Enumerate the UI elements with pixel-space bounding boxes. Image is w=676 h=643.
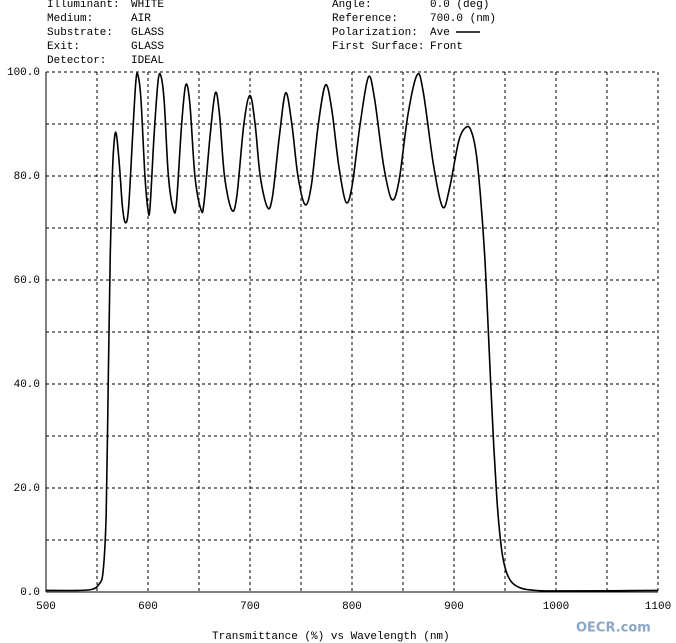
info-label: Substrate:: [47, 27, 113, 39]
data-line: [45, 72, 659, 592]
x-tick-label: 500: [36, 601, 56, 613]
x-tick-label: 800: [342, 601, 362, 613]
x-tick-label: 600: [138, 601, 158, 613]
info-value: IDEAL: [131, 55, 164, 67]
x-tick-label: 900: [444, 601, 464, 613]
x-tick-label: 700: [240, 601, 260, 613]
info-label: Reference:: [332, 13, 398, 25]
x-tick-label: 1100: [645, 601, 671, 613]
info-value: GLASS: [131, 41, 164, 53]
info-label: Exit:: [47, 41, 80, 53]
info-value: GLASS: [131, 27, 164, 39]
info-label: Polarization:: [332, 27, 418, 39]
legend-label: Ave: [430, 27, 450, 39]
info-value: Front: [430, 41, 463, 53]
y-tick-label: 20.0: [14, 483, 40, 495]
x-axis-title: Transmittance (%) vs Wavelength (nm): [212, 631, 450, 643]
y-tick-label: 0.0: [20, 587, 40, 599]
y-tick-label: 60.0: [14, 275, 40, 287]
info-label: Illuminant:: [47, 0, 120, 11]
info-label: Angle:: [332, 0, 372, 11]
info-label: Detector:: [47, 55, 106, 67]
y-tick-label: 80.0: [14, 171, 40, 183]
y-tick-label: 40.0: [14, 379, 40, 391]
info-label: Medium:: [47, 13, 93, 25]
info-value: WHITE: [131, 0, 164, 11]
info-label: First Surface:: [332, 41, 424, 53]
y-tick-label: 100.0: [7, 67, 40, 79]
info-value: AIR: [131, 13, 151, 25]
info-value: 700.0 (nm): [430, 13, 496, 25]
watermark: OECR.com: [576, 621, 651, 636]
x-tick-label: 1000: [543, 601, 569, 613]
info-value: 0.0 (deg): [430, 0, 489, 11]
